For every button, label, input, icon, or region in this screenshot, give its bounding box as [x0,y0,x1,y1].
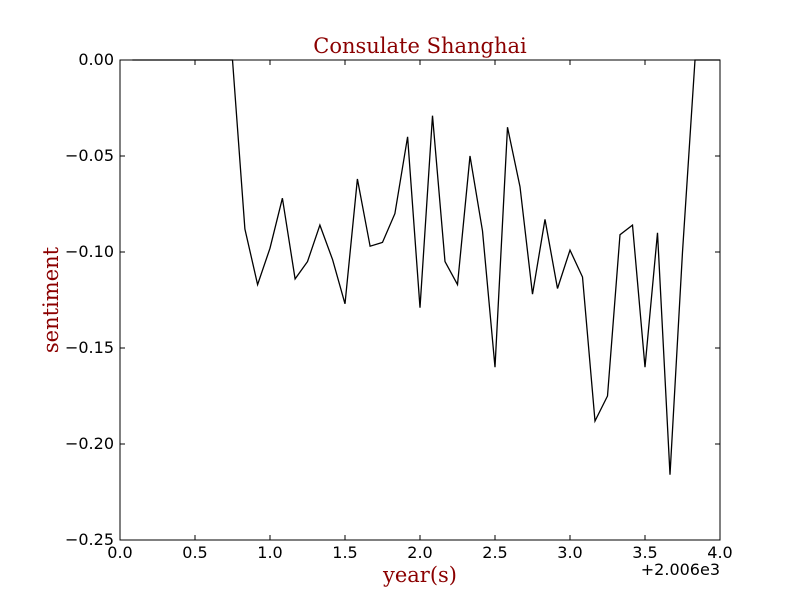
y-tick-label: −0.05 [65,146,114,165]
y-tick-label: 0.00 [78,50,114,69]
x-tick-label: 1.0 [257,543,282,562]
plot-frame [119,59,721,541]
x-tick-label: 2.0 [407,543,432,562]
x-axis-offset-label: +2.006e3 [641,560,720,579]
x-tick-label: 1.5 [332,543,357,562]
y-tick-label: −0.20 [65,434,114,453]
x-tick-label: 3.0 [557,543,582,562]
y-tick-label: −0.10 [65,242,114,261]
y-tick-label: −0.25 [65,530,114,549]
x-tick-label: 0.0 [107,543,132,562]
y-tick-label: −0.15 [65,338,114,357]
y-axis-ticks: 0.00 −0.05 −0.10 −0.15 −0.20 −0.25 [65,50,720,549]
y-axis-label: sentiment [39,246,63,353]
x-tick-label: 2.5 [482,543,507,562]
x-tick-label: 3.5 [632,543,657,562]
x-axis-label: year(s) [382,563,457,587]
x-tick-label: 4.0 [707,543,732,562]
x-axis-ticks: 0.0 0.5 1.0 1.5 2.0 2.5 3.0 3.5 4.0 [107,60,733,562]
chart-title: Consulate Shanghai [313,34,527,58]
x-tick-label: 0.5 [182,543,207,562]
